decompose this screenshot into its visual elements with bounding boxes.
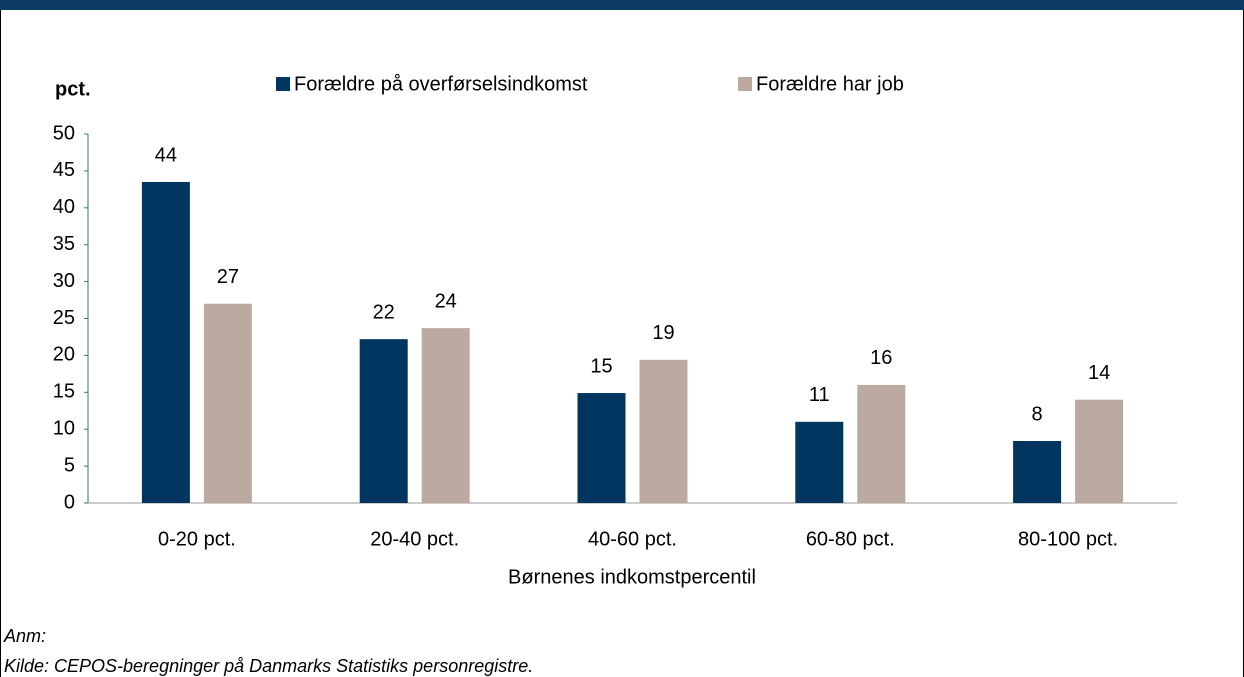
y-tick-label: 50 bbox=[53, 122, 75, 144]
data-label: 8 bbox=[1032, 403, 1043, 425]
y-tick-label: 5 bbox=[64, 454, 75, 476]
data-label: 16 bbox=[870, 347, 892, 369]
bar bbox=[639, 359, 688, 503]
legend-label: Forældre på overførselsindkomst bbox=[294, 73, 588, 95]
bar bbox=[1075, 399, 1124, 503]
data-label: 15 bbox=[590, 355, 612, 377]
legend-swatch bbox=[738, 77, 752, 91]
data-label: 27 bbox=[217, 266, 239, 288]
y-tick-label: 35 bbox=[53, 233, 75, 255]
y-tick-label: 10 bbox=[53, 417, 75, 439]
data-label: 11 bbox=[809, 384, 830, 406]
y-tick-label: 25 bbox=[53, 307, 75, 329]
y-tick-label: 45 bbox=[53, 159, 75, 181]
y-tick-label: 30 bbox=[53, 270, 75, 292]
data-label: 14 bbox=[1088, 362, 1110, 384]
x-axis-label: Børnenes indkomstpercentil bbox=[508, 566, 756, 588]
bar bbox=[359, 339, 408, 503]
bar bbox=[857, 384, 906, 503]
data-label: 19 bbox=[652, 322, 674, 344]
data-label: 44 bbox=[155, 144, 177, 166]
bar bbox=[577, 393, 626, 503]
bar bbox=[795, 421, 844, 503]
x-tick-label: 80-100 pct. bbox=[1018, 528, 1118, 550]
y-tick-label: 40 bbox=[53, 196, 75, 218]
header-band bbox=[0, 0, 1244, 10]
y-axis-label: pct. bbox=[55, 78, 91, 100]
x-tick-label: 20-40 pct. bbox=[370, 528, 459, 550]
legend-label: Forældre har job bbox=[756, 73, 904, 95]
data-label: 22 bbox=[373, 301, 395, 323]
bar bbox=[141, 181, 190, 503]
x-tick-label: 0-20 pct. bbox=[158, 528, 236, 550]
bar bbox=[1013, 441, 1062, 503]
bar bbox=[421, 328, 470, 503]
legend-swatch bbox=[276, 77, 290, 91]
data-label: 24 bbox=[435, 290, 457, 312]
source: Kilde: CEPOS-beregninger på Danmarks Sta… bbox=[4, 656, 533, 676]
y-tick-label: 0 bbox=[64, 491, 75, 513]
y-tick-label: 15 bbox=[53, 381, 75, 403]
y-tick-label: 20 bbox=[53, 344, 75, 366]
note: Anm: bbox=[3, 626, 46, 646]
x-tick-label: 40-60 pct. bbox=[588, 528, 677, 550]
x-tick-label: 60-80 pct. bbox=[806, 528, 895, 550]
bar bbox=[203, 303, 252, 503]
